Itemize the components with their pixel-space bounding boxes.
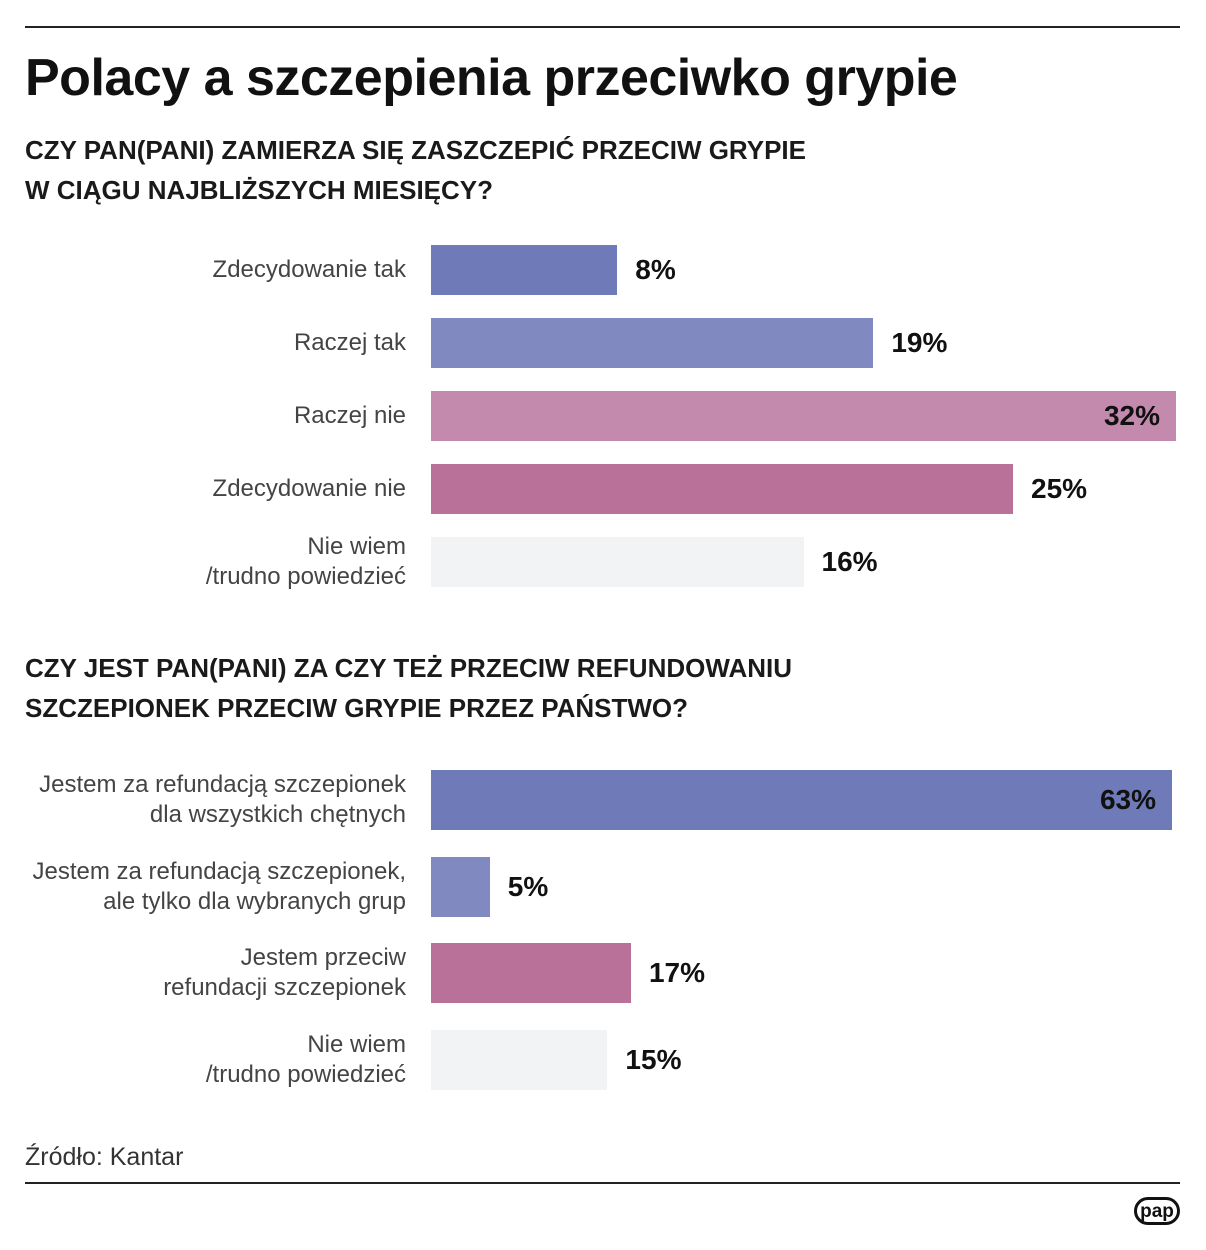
bar xyxy=(431,943,631,1003)
bar xyxy=(431,464,1014,514)
bar xyxy=(431,856,490,917)
bar xyxy=(431,318,874,368)
category-label: Jestem przeciw refundacji szczepionek xyxy=(163,944,406,1001)
chart-subtitle: CZY JEST PAN(PANI) ZA CZY TEŻ PRZECIW RE… xyxy=(25,653,793,723)
category-label: Zdecydowanie tak xyxy=(212,256,406,283)
category-label: Nie wiem /trudno powiedzieć xyxy=(205,533,406,590)
value-label: 16% xyxy=(821,546,878,577)
top-rule xyxy=(25,26,1180,28)
value-label: 15% xyxy=(625,1043,682,1075)
category-label: Raczej tak xyxy=(293,329,406,356)
value-label: 63% xyxy=(1099,784,1156,815)
logo: pap xyxy=(1134,1197,1180,1225)
source: Źródło: Kantar xyxy=(25,1143,184,1171)
value-label: 5% xyxy=(507,870,549,902)
bar xyxy=(431,537,804,587)
category-label: Jestem za refundacją szczepionek, ale ty… xyxy=(32,857,406,915)
value-label: 17% xyxy=(648,957,705,988)
category-label: Zdecydowanie nie xyxy=(212,475,406,502)
category-label: Nie wiem /trudno powiedzieć xyxy=(205,1030,406,1088)
value-label: 25% xyxy=(1031,473,1088,504)
bar xyxy=(431,391,1176,441)
value-label: 19% xyxy=(891,327,948,358)
bar xyxy=(431,245,618,295)
bottom-rule xyxy=(25,1182,1180,1184)
page-title: Polacy a szczepienia przeciwko grypie xyxy=(25,49,958,107)
chart-subtitle: CZY PAN(PANI) ZAMIERZA SIĘ ZASZCZEPIĆ PR… xyxy=(25,135,806,205)
category-label: Raczej nie xyxy=(293,402,406,429)
value-label: 32% xyxy=(1103,400,1160,431)
value-label: 8% xyxy=(635,254,676,285)
category-label: Jestem za refundacją szczepionek dla wsz… xyxy=(39,771,406,828)
bar xyxy=(431,770,1172,830)
bar xyxy=(431,1029,608,1090)
